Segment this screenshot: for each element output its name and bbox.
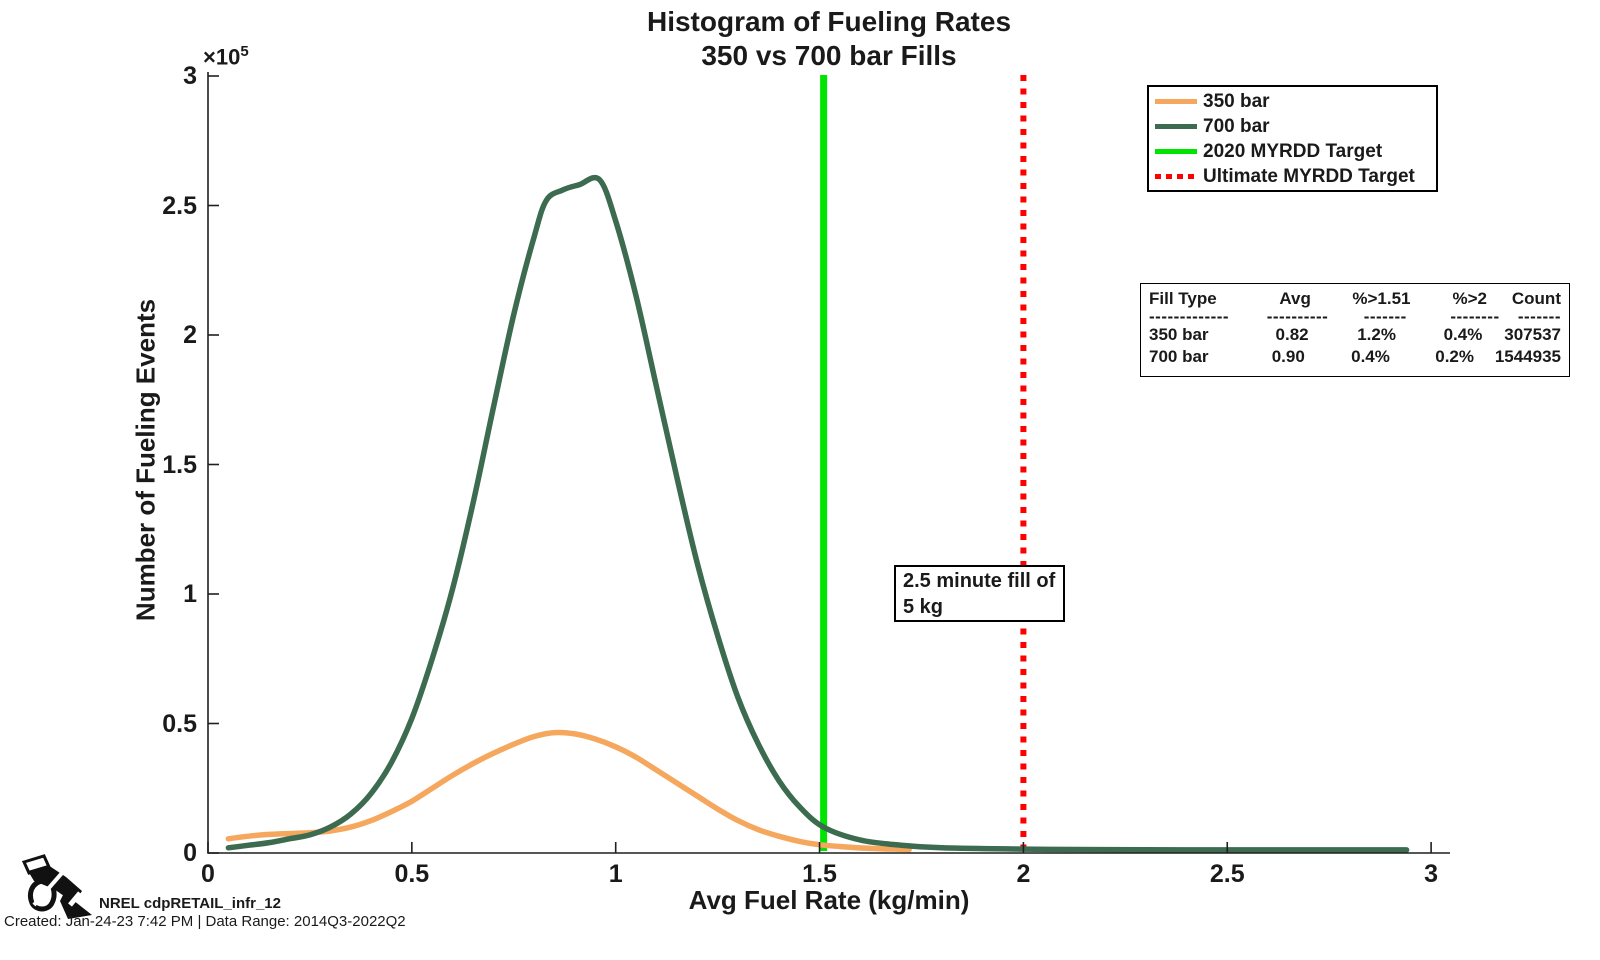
x-tick-label-0.5: 0.5 <box>394 860 430 888</box>
legend-item-350-bar: 350 bar <box>1155 89 1436 114</box>
y-tick-label-2.5: 2.5 <box>162 191 197 220</box>
chart-title: Histogram of Fueling Rates 350 vs 700 ba… <box>647 5 1011 73</box>
stat-cell: 0.82 <box>1275 325 1309 344</box>
stats-header-row: Fill Type Avg %>1.51 %>2 Count <box>1149 288 1561 310</box>
y-tick-label-1.5: 1.5 <box>162 450 197 479</box>
stat-cell: %>1.51 <box>1352 289 1411 308</box>
stat-cell: 0.90 <box>1271 347 1305 366</box>
stat-cell: %>2 <box>1452 289 1487 308</box>
footer-created-text: Created: Jan-24-23 7:42 PM | Data Range:… <box>4 913 406 930</box>
y-axis-multiplier-base: ×10 <box>203 44 241 70</box>
stat-cell: Avg <box>1279 289 1311 308</box>
fill-time-annotation: 2.5 minute fill of 5 kg <box>894 565 1065 622</box>
legend-item-ultimate-myrdd-target: Ultimate MYRDD Target <box>1155 164 1436 189</box>
stats-data-row-1: 350 bar 0.82 1.2% 0.4% 307537 <box>1149 324 1561 346</box>
y-axis-multiplier: ×105 <box>203 43 249 70</box>
x-tick-label-3: 3 <box>1424 860 1439 888</box>
stat-cell: ------------- <box>1149 307 1230 326</box>
legend-label: 350 bar <box>1203 90 1270 112</box>
x-axis-label: Avg Fuel Rate (kg/min) <box>688 885 970 915</box>
stats-data-row-2: 700 bar 0.90 0.4% 0.2% 1544935 <box>1149 346 1561 368</box>
annotation-line2: 5 kg <box>903 596 944 618</box>
y-tick-label-0.5: 0.5 <box>162 709 197 738</box>
stat-cell: ------- <box>1363 307 1407 326</box>
legend-label: Ultimate MYRDD Target <box>1203 165 1415 187</box>
stat-cell: 0.2% <box>1435 347 1474 366</box>
stat-cell: 1.2% <box>1357 325 1396 344</box>
x-tick-label-2: 2 <box>1016 860 1031 888</box>
stat-cell: 700 bar <box>1149 347 1209 366</box>
stat-cell: Fill Type <box>1149 289 1217 308</box>
fuel-nozzle-icon <box>21 854 92 919</box>
y-tick-label-0: 0 <box>183 839 197 867</box>
stat-cell: ------- <box>1517 307 1561 326</box>
y-tick-label-3: 3 <box>183 62 197 90</box>
legend-line-sample <box>1155 174 1197 179</box>
x-tick-label-2.5: 2.5 <box>1209 860 1245 888</box>
y-tick-label-2: 2 <box>183 321 197 349</box>
stat-cell: 0.4% <box>1443 325 1483 344</box>
annotation-line1: 2.5 minute fill of <box>903 570 1056 592</box>
stat-cell: ---------- <box>1266 307 1329 326</box>
legend-item-700-bar: 700 bar <box>1155 114 1436 139</box>
y-axis-multiplier-exponent: 5 <box>240 43 249 60</box>
footer-brand-text: NREL cdpRETAIL_infr_12 <box>99 895 281 912</box>
chart-title-line1: Histogram of Fueling Rates <box>646 6 1012 37</box>
stat-cell: -------- <box>1450 307 1500 326</box>
x-tick-label-1.5: 1.5 <box>802 860 837 888</box>
legend: 350 bar 700 bar 2020 MYRDD Target Ultimate … <box>1147 85 1438 192</box>
stat-cell: 350 bar <box>1149 325 1209 344</box>
legend-label: 2020 MYRDD Target <box>1203 140 1383 162</box>
legend-line-sample <box>1155 149 1197 154</box>
legend-line-sample <box>1155 99 1197 104</box>
legend-line-sample <box>1155 124 1197 129</box>
y-tick-label-1: 1 <box>183 580 197 608</box>
stat-cell: 307537 <box>1504 325 1561 344</box>
legend-label: 700 bar <box>1203 115 1270 137</box>
stat-cell: Count <box>1511 289 1561 308</box>
x-tick-label-0: 0 <box>201 860 215 888</box>
stat-cell: 1544935 <box>1494 347 1561 366</box>
stats-divider-row: ------------- ---------- ------- -------- --… <box>1149 307 1561 326</box>
stat-cell: 0.4% <box>1351 347 1390 366</box>
curve-700-bar <box>225 174 1410 853</box>
stats-table: Fill Type Avg %>1.51 %>2 Count ------------- -… <box>1140 283 1570 377</box>
x-tick-label-1: 1 <box>608 860 623 888</box>
curve-350-bar <box>225 729 912 853</box>
chart-title-line2: 350 vs 700 bar Fills <box>701 40 957 71</box>
legend-item-2020-myrdd-target: 2020 MYRDD Target <box>1155 139 1436 164</box>
